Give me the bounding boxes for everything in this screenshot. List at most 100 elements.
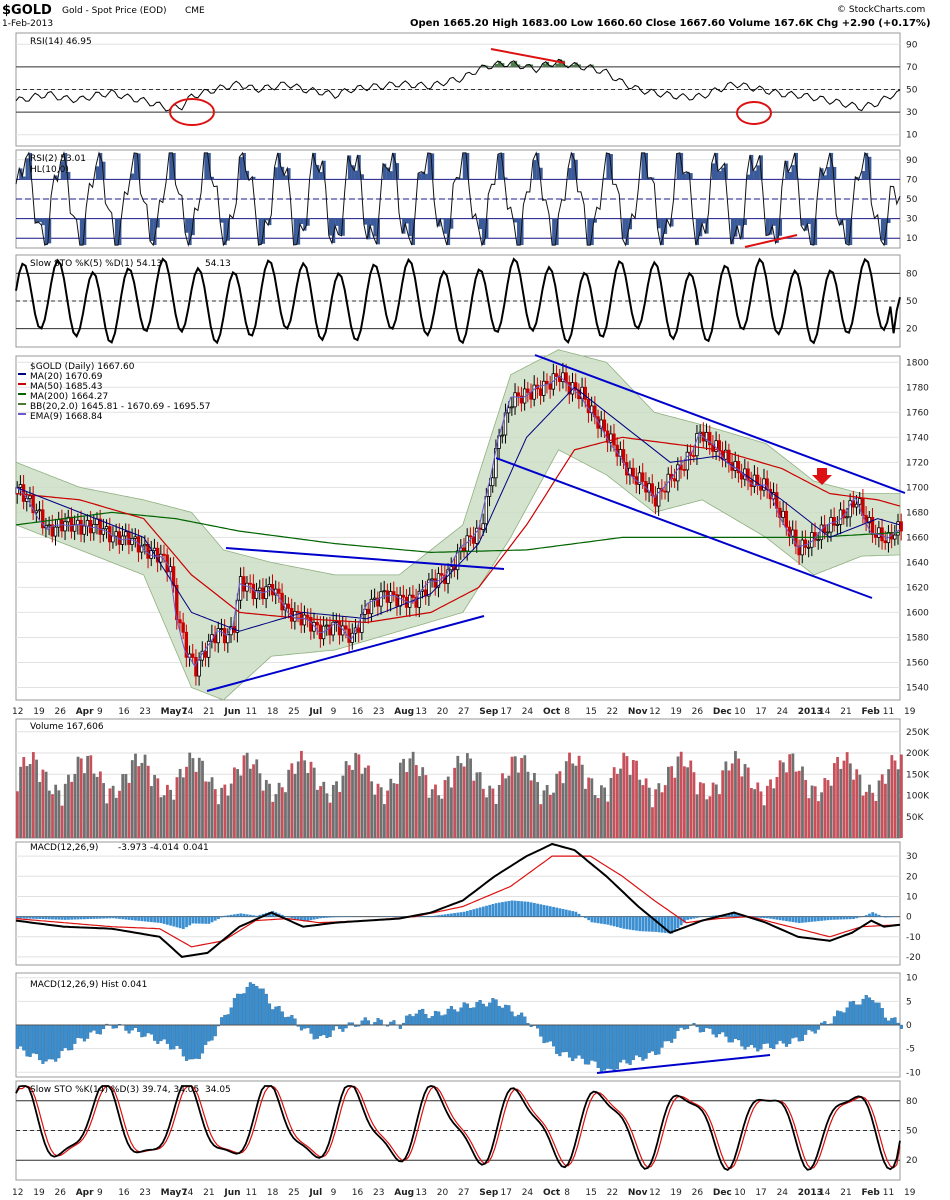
rsi2-fill-high (746, 174, 751, 180)
rsi2-fill-high (315, 164, 320, 180)
x-tick-label: 22 (607, 1188, 618, 1198)
y-tick-label: 90 (906, 156, 918, 166)
volume-bar (92, 773, 96, 838)
macd-hist-bar (245, 914, 249, 917)
macd-hist-bar (19, 916, 22, 919)
x-tick-label: 26 (54, 1188, 66, 1198)
volume-bar (517, 772, 520, 838)
rsi-overbought-fill (558, 59, 562, 67)
hist-bar (625, 1024, 629, 1064)
volume-bar (19, 766, 22, 838)
macd-hist-bar (424, 915, 428, 917)
rsi2-fill-low (842, 218, 846, 221)
volume-bar (698, 782, 702, 838)
candle-body (542, 380, 546, 396)
y-tick-label: 1600 (906, 608, 929, 618)
sto14-k-line (15, 1085, 901, 1171)
macd-hist-bar (306, 916, 310, 921)
rsi2-fill-high (395, 163, 400, 180)
y-tick-label: 50 (906, 86, 918, 96)
hist-bar (647, 1024, 651, 1053)
rsi2-fill-low (188, 218, 192, 246)
hist-bar (864, 995, 868, 1026)
macd-hist-bar (670, 916, 674, 934)
hist-bar (89, 1024, 93, 1033)
volume-bar (331, 784, 335, 838)
volume-bar (344, 761, 348, 838)
x-tick-label: 14 (819, 707, 831, 717)
rsi2-fill-low (376, 218, 380, 245)
macd-hist-bar (864, 915, 868, 917)
hist-bar (494, 999, 498, 1026)
volume-bar (440, 798, 444, 838)
x-tick-label: Feb (862, 707, 881, 717)
volume-bar (734, 751, 737, 838)
rsi2-fill-high (785, 160, 789, 180)
hist-bar (194, 1024, 198, 1059)
volume-bar (402, 758, 405, 838)
hist-bar (596, 1024, 600, 1068)
hist-bar (641, 1024, 645, 1061)
rsi2-fill-high (689, 173, 693, 180)
volume-bar (823, 778, 827, 838)
volume-bar (63, 783, 67, 838)
hist-bar (79, 1024, 83, 1039)
candle-body (538, 388, 543, 396)
candle-body (238, 576, 243, 601)
volume-bar (213, 789, 217, 838)
price-legend-item: MA(20) 1670.69 (30, 372, 103, 382)
macd-hist-bar (41, 916, 45, 920)
x-tick-label: 18 (267, 707, 279, 717)
hist-bar (564, 1024, 568, 1053)
rsi2-fill-low (264, 218, 269, 221)
hist-bar (248, 982, 252, 1026)
rsi2-fill-high (676, 153, 680, 180)
volume-bar (450, 787, 453, 838)
candle-body (602, 419, 607, 432)
volume-bar (44, 771, 48, 838)
macd-hist-bar (293, 916, 297, 920)
hist-bar (293, 1018, 297, 1026)
rsi2-fill-high (319, 172, 323, 180)
volume-bar (162, 795, 166, 838)
volume-bar (236, 769, 240, 838)
volume-bar (794, 771, 798, 838)
volume-bar (753, 789, 756, 838)
annotation-hist-divergence (596, 1054, 771, 1074)
candle-body (216, 628, 220, 644)
rsi2-fill-high (392, 152, 396, 180)
hist-bar (545, 1024, 549, 1043)
volume-bar (95, 776, 99, 838)
macd-hist-bar (217, 916, 220, 920)
y-tick-label: 1580 (906, 633, 929, 643)
hist-bar (654, 1024, 658, 1055)
volume-bar (156, 778, 160, 838)
x-tick-label: Nov (628, 707, 648, 717)
hist-bar (740, 1024, 744, 1047)
x-tick-label: 23 (373, 707, 384, 717)
hist-bar (775, 1024, 779, 1045)
hist-bar (73, 1024, 77, 1044)
x-tick-label: 16 (118, 707, 130, 717)
volume-bar (465, 753, 469, 838)
hist-bar (788, 1024, 792, 1044)
candle-body (500, 434, 504, 437)
macd-hist-bar (593, 916, 597, 923)
macd-hist-bar (848, 916, 852, 920)
volume-bar (277, 782, 281, 838)
hist-bar (867, 997, 872, 1026)
volume-bar (510, 756, 514, 838)
macd-hist-bar (469, 910, 472, 917)
macd-hist-bar (574, 911, 578, 917)
y-tick-label: 1780 (906, 383, 929, 393)
volume-bar (178, 768, 182, 838)
legend-swatch (18, 393, 26, 395)
macd-hist-bar (625, 916, 629, 930)
hist-bar (427, 1018, 431, 1026)
candle-body (656, 487, 661, 507)
chart-date: 1-Feb-2013 (2, 19, 53, 29)
candle-body (331, 621, 335, 636)
hist-bar (405, 1015, 409, 1026)
hist-bar (153, 1024, 157, 1041)
